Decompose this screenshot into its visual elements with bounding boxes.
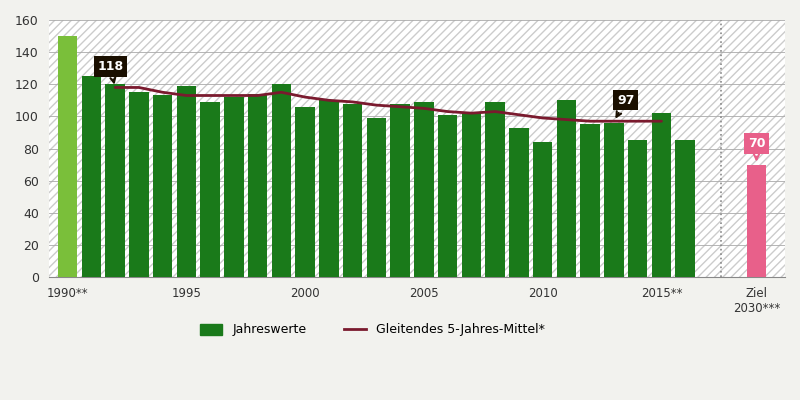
Bar bbox=[557, 100, 576, 277]
Bar bbox=[129, 92, 149, 277]
Bar bbox=[82, 76, 101, 277]
Bar bbox=[533, 142, 553, 277]
Text: 97: 97 bbox=[617, 94, 634, 117]
Bar bbox=[628, 140, 647, 277]
Bar bbox=[746, 164, 766, 277]
Bar bbox=[343, 104, 362, 277]
Bar bbox=[248, 94, 267, 277]
Bar bbox=[200, 102, 220, 277]
Bar bbox=[510, 128, 529, 277]
Bar bbox=[581, 124, 600, 277]
Bar bbox=[462, 112, 481, 277]
Bar bbox=[675, 140, 695, 277]
Bar bbox=[177, 86, 196, 277]
Bar bbox=[224, 97, 244, 277]
Bar bbox=[295, 107, 315, 277]
Text: 118: 118 bbox=[98, 60, 123, 82]
Bar bbox=[366, 118, 386, 277]
Text: 70: 70 bbox=[748, 137, 766, 160]
Bar bbox=[438, 115, 458, 277]
Bar bbox=[272, 84, 291, 277]
Legend: Jahreswerte, Gleitendes 5-Jahres-Mittel*: Jahreswerte, Gleitendes 5-Jahres-Mittel* bbox=[194, 317, 552, 343]
Bar bbox=[390, 104, 410, 277]
Bar bbox=[106, 84, 125, 277]
Bar bbox=[652, 113, 671, 277]
Bar bbox=[319, 100, 338, 277]
Bar bbox=[153, 96, 172, 277]
Bar bbox=[486, 102, 505, 277]
Bar bbox=[604, 123, 624, 277]
Bar bbox=[58, 36, 78, 277]
Bar bbox=[414, 102, 434, 277]
